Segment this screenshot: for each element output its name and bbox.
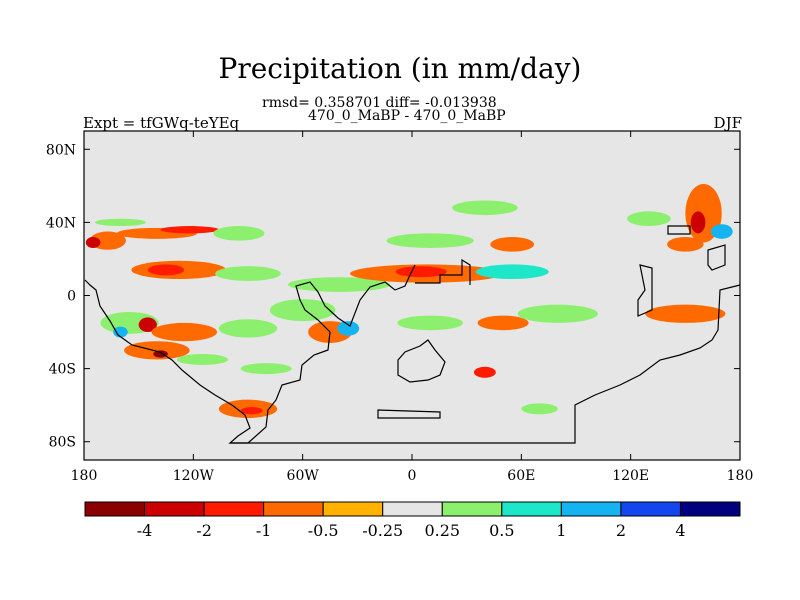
x-tick-label: 60W	[287, 468, 320, 484]
x-tick-label: 120E	[612, 468, 649, 484]
precip-blob-9	[288, 277, 391, 292]
colorbar-swatch-5	[382, 501, 443, 517]
colorbar-swatch-1	[144, 501, 205, 517]
plot-background	[84, 131, 740, 460]
colorbar-label: 1	[556, 521, 566, 540]
coastline-antarctica	[230, 284, 741, 444]
precip-blob-26	[517, 304, 598, 323]
x-tick-label: 0	[408, 468, 417, 484]
colorbar-swatch-2	[203, 501, 265, 517]
chart-left-string: Expt = tfGWq-teYEq	[83, 114, 240, 132]
precip-blob-19	[151, 322, 218, 342]
y-tick-label: 80N	[46, 142, 76, 158]
precip-blob-1	[160, 226, 219, 234]
precip-blob-7	[147, 264, 185, 276]
precip-blob-20	[218, 319, 278, 338]
colorbar-label: -0.5	[308, 521, 339, 540]
y-tick-label: 80S	[49, 435, 76, 451]
x-tick-label: 120W	[173, 468, 215, 484]
y-tick-label: 0	[67, 289, 76, 305]
x-tick-label: 60E	[507, 468, 535, 484]
coastline-americas	[84, 264, 416, 444]
precip-blob-21	[269, 299, 336, 322]
colorbar-swatch-10	[679, 501, 741, 517]
colorbar-label: -0.25	[362, 521, 403, 540]
colorbar-label: 2	[616, 521, 626, 540]
precip-blob-31	[240, 363, 292, 375]
precip-blob-17	[138, 317, 157, 333]
precip-blob-32	[473, 366, 496, 378]
precip-blob-8	[215, 266, 281, 281]
precip-blob-40	[667, 237, 704, 252]
precip-blob-11	[395, 266, 447, 278]
coastline-africa-south	[397, 339, 446, 383]
colorbar-swatch-8	[560, 501, 622, 517]
colorbar-label: 0.25	[424, 521, 460, 540]
colorbar-swatch-0	[84, 501, 146, 517]
coastline-ocean-basin	[377, 409, 441, 419]
precip-blob-30	[176, 353, 228, 365]
precip-blob-38	[710, 224, 733, 239]
precip-blob-23	[337, 321, 360, 336]
colorbar-swatch-4	[322, 501, 384, 517]
colorbar: -4 -2 -1 -0.5 -0.25 0.25 0.5 1 2 4	[84, 501, 741, 540]
coastline	[84, 225, 741, 444]
precip-blob-14	[490, 237, 535, 252]
chart-right-string: DJF	[713, 114, 742, 132]
coastline-east	[707, 244, 726, 271]
precip-blob-34	[240, 406, 263, 415]
precip-anomaly-field	[85, 184, 733, 418]
precip-blob-13	[386, 233, 474, 248]
precip-blob-39	[627, 211, 671, 227]
precip-blob-12	[475, 264, 549, 280]
chart-subtitle: rmsd= 0.358701 diff= -0.013938	[262, 95, 497, 111]
y-tick-label: 40S	[49, 362, 76, 378]
x-tick-label: 180	[727, 468, 754, 484]
colorbar-label: -2	[196, 521, 212, 540]
precip-blob-4	[213, 226, 265, 241]
coastline-africa	[415, 258, 471, 285]
axis-ticks: 180 120W 60W 0 60E 120E 180 80N 40N 0 40S 80S	[46, 131, 753, 484]
y-tick-label: 40N	[46, 215, 76, 231]
precip-blob-3	[85, 237, 101, 248]
colorbar-swatch-7	[501, 501, 562, 517]
colorbar-label: -1	[256, 521, 272, 540]
colorbar-label: 4	[675, 521, 685, 540]
precip-blob-37	[690, 211, 706, 234]
precip-blob-29	[153, 350, 168, 358]
colorbar-label: 0.5	[489, 521, 514, 540]
precip-blob-25	[477, 315, 529, 331]
colorbar-swatch-6	[441, 501, 503, 517]
chart-center-string: 470_0_MaBP - 470_0_MaBP	[308, 108, 506, 124]
colorbar-swatch-9	[620, 501, 681, 517]
colorbar-swatch-3	[263, 501, 324, 517]
precip-blob-35	[521, 403, 558, 415]
coastline-island	[667, 225, 691, 235]
precip-blob-24	[397, 315, 464, 331]
coastline-australasia	[637, 264, 653, 317]
chart-title: Precipitation (in mm/day)	[218, 52, 582, 85]
precip-blob-28	[124, 341, 190, 360]
precip-blob-27	[645, 304, 726, 323]
x-tick-label: 180	[71, 468, 98, 484]
precip-blob-5	[94, 218, 146, 227]
precip-blob-15	[452, 200, 518, 216]
colorbar-label: -4	[137, 521, 153, 540]
precip-blob-18	[113, 326, 128, 338]
